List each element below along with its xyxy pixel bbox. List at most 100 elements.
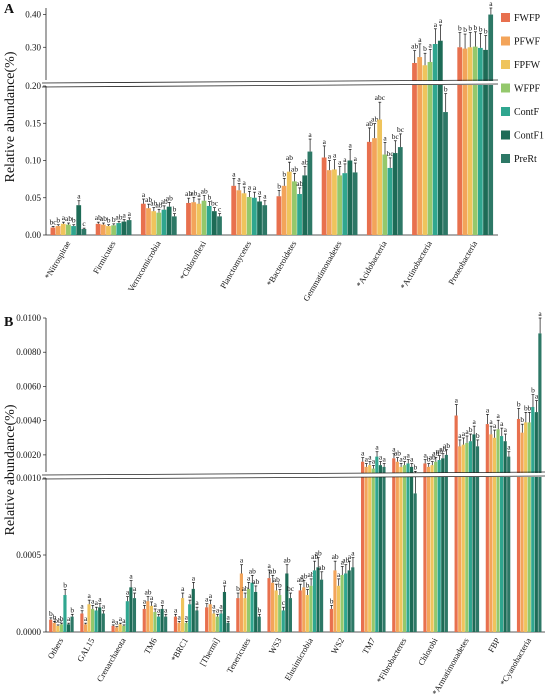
legend-label: ContF1 (514, 131, 544, 142)
significance-label: a (129, 572, 133, 581)
bar (121, 221, 127, 235)
bar (434, 461, 438, 632)
category-label: Elusimicrobia (282, 636, 315, 682)
significance-label: b (112, 215, 116, 224)
category-label: Verrucomicrobia (126, 239, 163, 294)
significance-label: bb (54, 616, 62, 625)
significance-label: ab (439, 445, 446, 454)
bar (489, 434, 493, 632)
bar (467, 47, 473, 235)
category-label: Tenericutes (224, 636, 252, 675)
bar (111, 625, 115, 632)
significance-label: a (383, 133, 387, 142)
significance-label: ab (394, 449, 401, 458)
category-label: *Actinobacteria (398, 239, 434, 291)
bar (257, 201, 262, 235)
significance-label: ab (115, 212, 122, 221)
significance-label: b (282, 169, 286, 178)
significance-label: a (157, 605, 161, 614)
bar (246, 588, 251, 632)
bar (132, 598, 137, 632)
bar (180, 598, 185, 632)
significance-label: a (185, 612, 189, 621)
significance-label: a (361, 449, 365, 458)
significance-label: abc (375, 93, 386, 102)
significance-label: a (95, 598, 99, 607)
y-tick-label: 0.00 (25, 230, 41, 240)
bar (426, 466, 431, 632)
significance-label: ab (242, 584, 249, 593)
significance-label: a (458, 431, 462, 440)
bar (173, 616, 178, 632)
significance-label: b (517, 399, 521, 408)
significance-label: a (407, 451, 411, 460)
significance-label: ab (269, 566, 276, 575)
significance-label: ab (411, 42, 418, 51)
panel-b-ylabel: Relative abundance(%) (3, 404, 18, 535)
bar (534, 412, 538, 632)
significance-label: a (237, 175, 241, 184)
y-tick-label: 0.0020 (16, 450, 41, 460)
bar (241, 193, 247, 235)
bar (288, 598, 292, 632)
bar (352, 172, 358, 235)
bar (423, 463, 427, 632)
significance-label: a (164, 605, 168, 614)
significance-label: ab (252, 577, 259, 586)
significance-label: a (462, 429, 466, 438)
significance-label: a (354, 154, 358, 163)
legend-label: FWFP (514, 13, 541, 24)
bar (468, 441, 472, 632)
significance-label: b (413, 462, 417, 471)
significance-label: ab (145, 195, 152, 204)
significance-label: a (62, 213, 66, 222)
significance-label: ab (436, 447, 443, 456)
significance-label: c (82, 219, 86, 228)
significance-label: a (223, 577, 227, 586)
legend-label: ContF (514, 107, 539, 118)
bar (118, 624, 122, 632)
bar (146, 601, 150, 632)
bar (437, 460, 441, 632)
bar (406, 463, 410, 632)
significance-label: a (209, 591, 213, 600)
legend-label: PFWF (514, 37, 541, 48)
bar (94, 610, 98, 632)
axis-break-mark (41, 471, 546, 476)
bar (276, 196, 282, 235)
bar (126, 220, 132, 235)
significance-label: ab (296, 179, 303, 188)
category-label: Proteobacteria (446, 239, 479, 287)
significance-label: a (351, 549, 355, 558)
significance-label: a (434, 20, 438, 29)
bar (286, 171, 292, 235)
category-label: *Nitrospirae (42, 239, 72, 281)
category-label: TM7 (360, 636, 377, 656)
significance-label: bc (387, 149, 395, 158)
category-label: GAL15 (75, 636, 97, 664)
significance-label: b (531, 386, 535, 395)
bar (444, 454, 448, 632)
significance-label: a (439, 16, 443, 25)
significance-label: ab (301, 157, 308, 166)
significance-label: c (218, 205, 222, 214)
bar (215, 616, 219, 632)
y-tick-label: 0.0060 (16, 381, 41, 391)
significance-label: ab (190, 188, 197, 197)
significance-label: a (410, 455, 414, 464)
significance-label: ab (150, 199, 157, 208)
significance-label: a (489, 417, 493, 426)
significance-label: b (60, 614, 64, 623)
significance-label: a (486, 405, 490, 414)
bar (164, 616, 168, 632)
significance-label: b (520, 415, 524, 424)
bar (191, 202, 197, 235)
bar (156, 616, 161, 632)
bar (488, 14, 494, 235)
bar (402, 465, 407, 632)
panel-b-label: B (4, 315, 13, 330)
bar (161, 209, 167, 235)
significance-label: a (178, 612, 182, 621)
bar (351, 567, 355, 632)
